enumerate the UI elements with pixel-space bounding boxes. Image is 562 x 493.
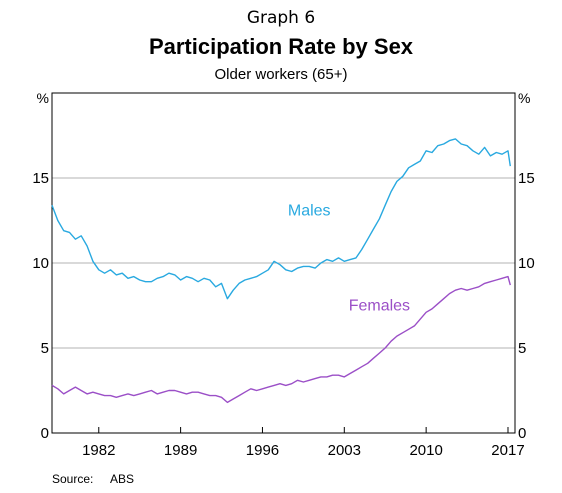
chart-subtitle: Older workers (65+) <box>214 66 348 83</box>
x-tick-label: 1989 <box>164 442 197 459</box>
source-note: Source: ABS <box>52 472 148 486</box>
y-tick-label-left: 10 <box>32 255 49 272</box>
y-tick-label-right: 0 <box>518 425 526 442</box>
y-tick-label-left: 15 <box>32 170 49 187</box>
series-layer: Males Females <box>51 138 511 404</box>
series-line-males <box>51 138 511 300</box>
y-unit-right: % <box>518 90 530 106</box>
x-tick-label: 2017 <box>491 442 524 459</box>
y-tick-label-left: 0 <box>41 425 49 442</box>
y-unit-left: % <box>37 90 49 106</box>
series-label-males: Males <box>288 202 331 219</box>
chart-title: Participation Rate by Sex <box>148 34 414 59</box>
plot-frame <box>51 92 516 434</box>
x-tick-label: 2003 <box>328 442 361 459</box>
y-tick-label-left: 5 <box>41 340 49 357</box>
y-tick-label-right: 15 <box>518 170 535 187</box>
gridlines <box>52 177 515 349</box>
x-tick-label: 1996 <box>246 442 279 459</box>
axes: 0 0 5 5 10 10 15 15 1982 1989 1996 2003 2010 2017 <box>32 170 534 459</box>
y-tick-label-right: 5 <box>518 340 526 357</box>
x-tick-label: 2010 <box>409 442 442 459</box>
x-tick-label: 1982 <box>82 442 115 459</box>
source-value: ABS <box>110 472 135 486</box>
series-label-females: Females <box>349 298 410 315</box>
y-tick-label-right: 10 <box>518 255 535 272</box>
source-label: Source: <box>52 472 94 486</box>
series-line-females <box>51 275 511 404</box>
graph-number-label: Graph 6 <box>246 8 316 28</box>
